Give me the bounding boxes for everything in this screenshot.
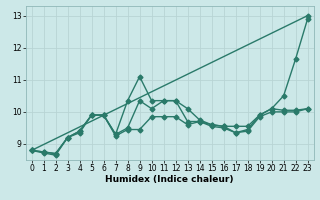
X-axis label: Humidex (Indice chaleur): Humidex (Indice chaleur) [105,175,234,184]
